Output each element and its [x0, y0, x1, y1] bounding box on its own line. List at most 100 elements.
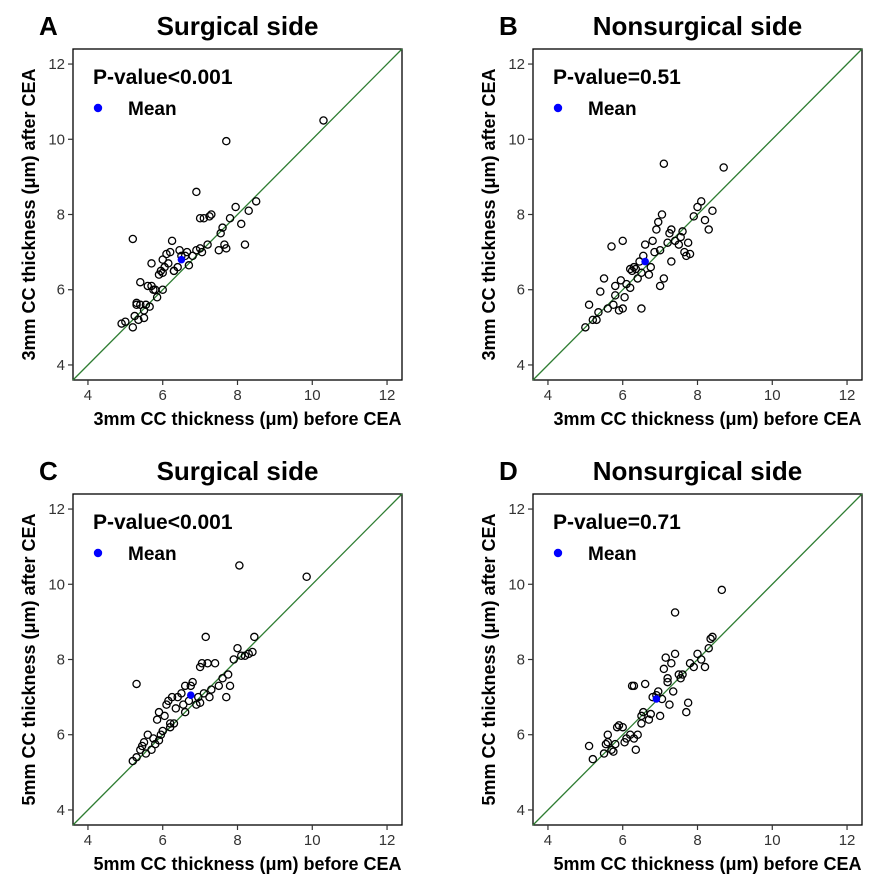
data-point [195, 214, 205, 223]
data-point [165, 719, 175, 728]
data-point [717, 585, 727, 595]
data-point [678, 227, 687, 236]
data-point [596, 287, 605, 296]
data-point [609, 747, 618, 756]
data-point [620, 292, 629, 302]
data-point [175, 245, 184, 255]
x-axis-label: 3mm CC thickness (μm) before CEA [93, 409, 401, 429]
y-tick-label: 4 [57, 357, 65, 374]
x-tick-label: 6 [619, 832, 627, 849]
data-point [603, 304, 613, 313]
x-axis-label: 3mm CC thickness (μm) before CEA [553, 409, 861, 429]
data-point [665, 700, 674, 709]
panel-letter: A [39, 11, 58, 41]
panel-letter: D [499, 456, 518, 486]
x-tick-label: 4 [84, 832, 92, 849]
y-tick-label: 4 [57, 802, 65, 819]
data-point [205, 212, 214, 221]
data-point [147, 745, 156, 755]
data-point [670, 649, 680, 659]
data-point [609, 300, 618, 310]
panel-letter: B [499, 11, 518, 41]
data-point [618, 236, 627, 246]
data-point [149, 734, 158, 743]
data-point [236, 219, 246, 229]
mean-point [177, 255, 186, 264]
data-point [139, 738, 149, 747]
data-point [158, 285, 167, 294]
data-point [132, 753, 141, 762]
data-point [240, 240, 250, 249]
data-point [594, 308, 603, 317]
data-point [143, 281, 153, 291]
data-point [233, 643, 242, 653]
data-point [319, 116, 328, 125]
data-point [652, 225, 661, 234]
data-point [210, 659, 220, 668]
data-point [121, 317, 130, 326]
data-point [147, 281, 156, 291]
data-point [136, 300, 145, 310]
data-point [199, 214, 209, 223]
data-point [629, 734, 639, 743]
data-point [134, 315, 143, 325]
y-tick-label: 10 [508, 576, 525, 593]
data-point [158, 255, 167, 264]
x-tick-label: 4 [84, 387, 92, 404]
panel-title: Surgical side [157, 456, 319, 486]
data-point [683, 698, 693, 708]
data-point [244, 206, 253, 215]
data-point [607, 242, 616, 251]
data-point [629, 681, 639, 691]
legend-mean-marker [553, 103, 563, 113]
data-point [611, 739, 620, 749]
data-point [216, 229, 225, 238]
data-point [611, 291, 620, 300]
data-point [128, 323, 138, 332]
y-tick-label: 6 [517, 727, 525, 744]
data-point [214, 245, 224, 255]
data-point [182, 247, 192, 257]
data-point [659, 274, 669, 283]
data-point [708, 632, 717, 642]
data-point [644, 715, 654, 724]
y-axis-label: 5mm CC thickness (μm) after CEA [19, 513, 39, 805]
data-point [169, 266, 179, 276]
y-tick-label: 10 [48, 576, 65, 593]
x-tick-label: 6 [159, 832, 167, 849]
mean-point [641, 257, 649, 266]
data-point [655, 281, 665, 291]
data-point [193, 692, 203, 702]
data-point [225, 681, 235, 691]
data-point [231, 202, 240, 212]
panel-title: Nonsurgical side [593, 456, 803, 486]
x-axis-label: 5mm CC thickness (μm) before CEA [553, 854, 861, 874]
data-point [154, 736, 164, 745]
p-value-annotation: P-value<0.001 [93, 511, 233, 534]
data-point [696, 655, 706, 664]
data-point [667, 257, 676, 266]
data-point [169, 719, 179, 728]
mean-point [652, 695, 661, 703]
data-point [165, 247, 175, 257]
data-point [631, 745, 641, 755]
data-point [222, 692, 231, 702]
x-tick-label: 10 [304, 387, 321, 404]
data-point [629, 262, 639, 272]
legend-mean-label: Mean [588, 99, 637, 120]
data-point [637, 268, 646, 278]
p-value-annotation: P-value=0.51 [553, 66, 681, 89]
data-point [683, 238, 693, 247]
p-value-annotation: P-value=0.71 [553, 511, 681, 534]
legend-mean-label: Mean [588, 544, 637, 565]
data-point [661, 653, 670, 662]
panel-d: D Nonsurgical side 4 6 8 10 12 4 6 8 10 12 5mm CC th… [479, 456, 863, 874]
panel-title: Nonsurgical side [593, 11, 803, 41]
data-point [625, 283, 635, 293]
data-point [603, 738, 613, 747]
y-tick-label: 8 [517, 207, 525, 224]
x-tick-label: 6 [159, 387, 167, 404]
data-point [646, 262, 656, 272]
data-point [222, 244, 231, 253]
data-point [648, 236, 657, 246]
